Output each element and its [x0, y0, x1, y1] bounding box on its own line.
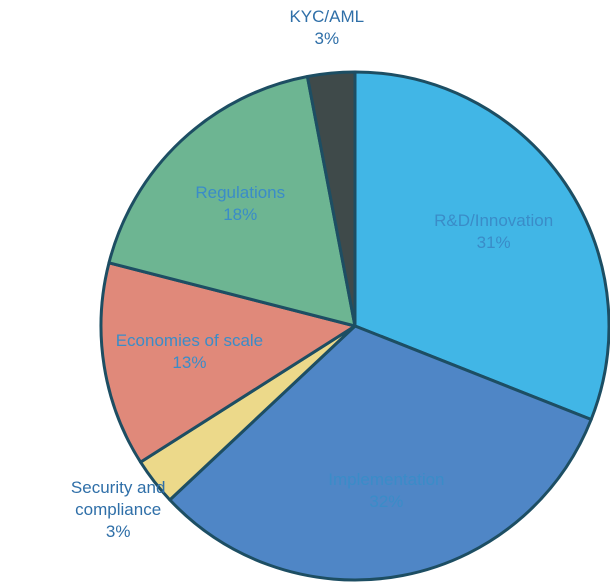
- slice-value: 32%: [369, 491, 404, 511]
- slice-label: Security and compliance 3%: [53, 477, 183, 543]
- slice-value: 3%: [314, 28, 340, 48]
- pie-slice: [305, 70, 357, 328]
- slice-label: Economies of scale 13%: [116, 330, 263, 374]
- slice-name: KYC/AML: [289, 6, 365, 26]
- pie-slice: [168, 324, 593, 582]
- pie-slice: [99, 261, 357, 464]
- slice-label: R&D/Innovation 31%: [434, 210, 553, 254]
- slice-value: 18%: [223, 204, 258, 224]
- pie-slice: [353, 70, 610, 422]
- slice-label: Implementation 32%: [328, 469, 444, 513]
- pie-slice: [107, 74, 357, 328]
- slice-name: R&D/Innovation: [434, 210, 554, 230]
- slice-value: 3%: [105, 521, 131, 541]
- slice-label: KYC/AML 3%: [262, 6, 392, 50]
- slice-label: Regulations 18%: [195, 182, 285, 226]
- slice-value: 13%: [172, 353, 207, 373]
- slice-name: Implementation: [328, 469, 445, 489]
- slice-name: Regulations: [195, 182, 286, 202]
- slice-name: Economies of scale: [115, 331, 264, 351]
- slice-value: 31%: [476, 232, 511, 252]
- slice-name: Security and compliance: [70, 477, 166, 519]
